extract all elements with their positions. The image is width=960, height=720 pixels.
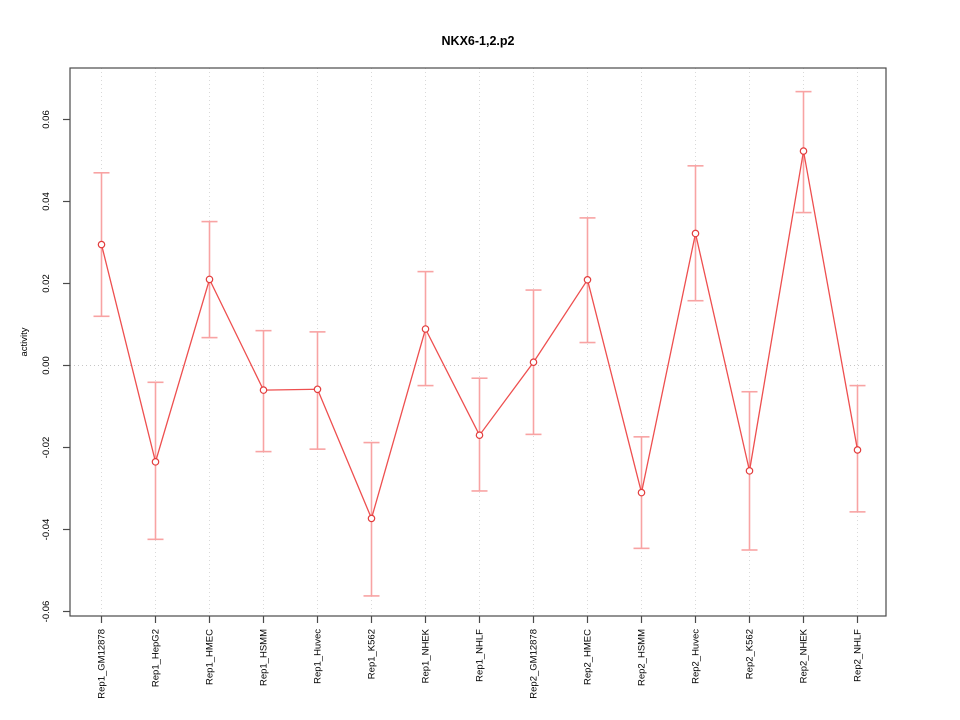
data-point	[97, 240, 106, 249]
data-point	[421, 325, 430, 333]
data-point	[151, 458, 160, 466]
x-tick-label: Rep1_K562	[367, 629, 378, 679]
x-tick-label: Rep1_NHEK	[421, 628, 432, 683]
data-point	[529, 358, 538, 367]
y-tick-label: 0.04	[41, 192, 52, 211]
data-point	[259, 386, 268, 394]
y-tick-label: 0.00	[41, 356, 52, 375]
y-tick-label: -0.02	[41, 437, 52, 459]
y-tick-label: 0.06	[41, 110, 52, 129]
y-axis-title: activity	[19, 327, 30, 356]
y-tick-label: -0.04	[41, 519, 52, 541]
x-tick-label: Rep2_HSMM	[637, 629, 648, 686]
x-tick-label: Rep1_HMEC	[205, 629, 216, 685]
data-point	[637, 488, 646, 497]
x-tick-label: Rep2_NHLF	[853, 629, 864, 682]
x-tick-label: Rep1_HepG2	[151, 629, 162, 687]
data-point	[475, 431, 484, 440]
x-tick-label: Rep2_NHEK	[799, 628, 810, 683]
data-point	[313, 385, 322, 394]
x-tick-label: Rep1_HSMM	[259, 629, 270, 686]
plot-border	[69, 67, 887, 617]
data-point	[367, 514, 376, 523]
data-point	[745, 467, 754, 475]
x-tick-label: Rep1_NHLF	[475, 629, 486, 682]
x-tick-label: Rep2_HMEC	[583, 629, 594, 685]
data-point	[799, 147, 808, 155]
x-tick-label: Rep2_K562	[745, 629, 756, 679]
data-point	[205, 275, 214, 284]
data-point	[691, 229, 700, 238]
chart-title: NKX6-1,2.p2	[441, 34, 515, 48]
y-tick-label: -0.06	[41, 601, 52, 623]
data-point	[583, 276, 592, 284]
x-tick-label: Rep2_Huvec	[691, 629, 702, 684]
y-tick-label: 0.02	[41, 274, 52, 293]
x-tick-label: Rep1_GM12878	[97, 629, 108, 699]
data-point	[853, 446, 862, 454]
x-tick-label: Rep2_GM12878	[529, 629, 540, 699]
x-tick-label: Rep1_Huvec	[313, 629, 324, 684]
